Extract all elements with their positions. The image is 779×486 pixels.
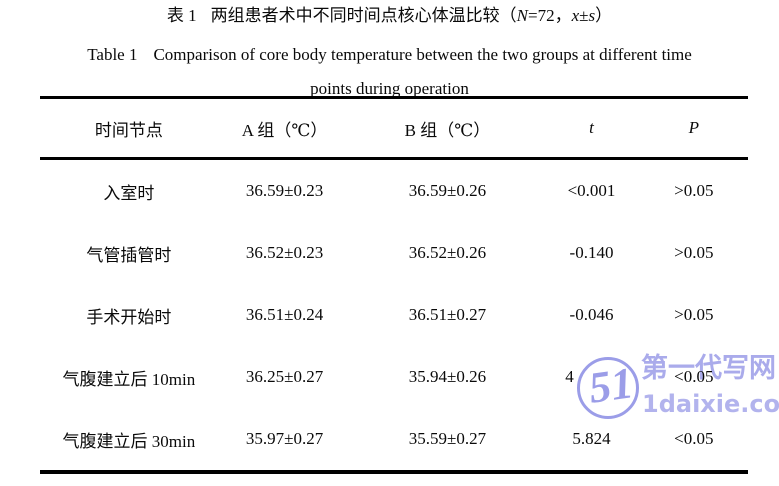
stat-x-symbol: x: [571, 6, 580, 25]
table-cell: 36.59±0.26: [408, 181, 487, 200]
table-caption-zh-label: 表 1: [166, 6, 197, 25]
column-header-p-value: P: [639, 97, 748, 160]
table-cell: 入室时: [103, 183, 155, 203]
table-cell: -0.046: [569, 305, 614, 324]
table-cell: 气腹建立后 10min: [62, 369, 196, 389]
data-table-wrapper: 时间节点 A 组（℃） B 组（℃） t P 入室时 36.59±0.23 36.5…: [40, 96, 748, 474]
table-cell: >0.05: [674, 243, 714, 262]
stat-paren-open: （: [499, 6, 517, 25]
table-row: 气管插管时 36.52±0.23 36.52±0.26 -0.140 >0.05: [40, 222, 748, 284]
table-cell: <0.05: [674, 367, 714, 386]
table-caption-en-label: Table 1: [87, 45, 138, 64]
table-caption-zh: 表 1 两组患者术中不同时间点核心体温比较（N=72，x±s）: [0, 5, 779, 27]
stat-pm-symbol: ±: [579, 6, 589, 25]
table-caption-en-text: Comparison of core body temperature betw…: [153, 45, 692, 64]
watermark-51-logo-icon: 51: [577, 357, 639, 419]
table-cell: <0.001: [567, 181, 616, 200]
table-cell: 4: [565, 367, 574, 386]
table-row: 气腹建立后 10min 36.25±0.27 35.94±0.26 4 <0.05: [40, 346, 748, 408]
watermark-site-name: 第一代写网: [641, 353, 776, 383]
table-cell: 气管插管时: [86, 245, 172, 265]
data-table: 时间节点 A 组（℃） B 组（℃） t P 入室时 36.59±0.23 36.5…: [40, 96, 748, 474]
column-header-group-a: A 组（℃）: [217, 97, 352, 160]
table-caption-en-line1: Table 1 Comparison of core body temperatu…: [0, 38, 779, 72]
table-row: 入室时 36.59±0.23 36.59±0.26 <0.001 >0.05: [40, 159, 748, 223]
stat-n-value: =72，: [527, 6, 572, 25]
stat-n-symbol: N: [516, 6, 528, 25]
table-cell: >0.05: [674, 181, 714, 200]
table-caption-en: Table 1 Comparison of core body temperatu…: [0, 38, 779, 106]
table-caption-zh-text: 两组患者术中不同时间点核心体温比较: [210, 6, 500, 25]
table-cell: 5.824: [572, 429, 611, 448]
table-row: 气腹建立后 30min 35.97±0.27 35.59±0.27 5.824 <0.0…: [40, 408, 748, 472]
column-header-t-value: t: [543, 97, 640, 160]
column-header-timepoint: 时间节点: [40, 97, 218, 160]
stat-paren-close: ）: [595, 6, 613, 25]
table-caption-en-line2: points during operation: [310, 79, 469, 98]
column-header-group-b: B 组（℃）: [351, 97, 544, 160]
table-cell: 36.25±0.27: [245, 367, 324, 386]
table-cell: <0.05: [674, 429, 714, 448]
watermark-site-url: 1daixie.com: [642, 390, 779, 418]
table-cell: 35.94±0.26: [408, 367, 487, 386]
table-header-row: 时间节点 A 组（℃） B 组（℃） t P: [40, 97, 748, 160]
table-cell: 气腹建立后 30min: [62, 431, 196, 451]
table-cell: >0.05: [674, 305, 714, 324]
table-body: 入室时 36.59±0.23 36.59±0.26 <0.001 >0.05 气管插管时 3…: [40, 159, 748, 473]
table-cell: 手术开始时: [86, 307, 172, 327]
table-cell: 36.51±0.24: [245, 305, 324, 324]
table-cell: 36.52±0.26: [408, 243, 487, 262]
table-cell: 36.52±0.23: [245, 243, 324, 262]
table-cell: 36.51±0.27: [408, 305, 487, 324]
table-row: 手术开始时 36.51±0.24 36.51±0.27 -0.046 >0.05: [40, 284, 748, 346]
table-cell: 35.59±0.27: [408, 429, 487, 448]
table-cell: 35.97±0.27: [245, 429, 324, 448]
table-cell: 36.59±0.23: [245, 181, 324, 200]
table-cell: -0.140: [569, 243, 614, 262]
watermark-logo-text: 51: [585, 358, 637, 413]
stat-s-symbol: s: [588, 6, 596, 25]
